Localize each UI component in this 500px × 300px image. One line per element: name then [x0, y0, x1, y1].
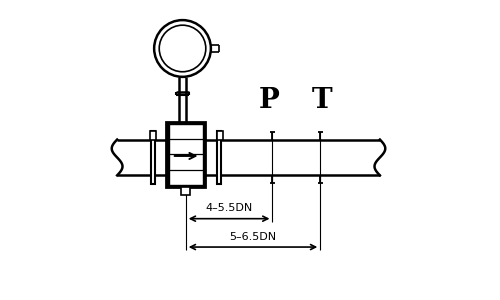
- Bar: [182, 187, 190, 195]
- Circle shape: [159, 25, 206, 72]
- Bar: [166, 122, 205, 187]
- Bar: [169, 124, 203, 185]
- Text: T: T: [312, 87, 332, 114]
- Text: 5–6.5DN: 5–6.5DN: [230, 232, 276, 242]
- Text: P: P: [259, 87, 280, 114]
- Text: 4–5.5DN: 4–5.5DN: [206, 203, 252, 213]
- Bar: [150, 130, 156, 140]
- Bar: [217, 130, 224, 140]
- Bar: [169, 124, 203, 185]
- Bar: [216, 131, 220, 184]
- Bar: [151, 131, 155, 184]
